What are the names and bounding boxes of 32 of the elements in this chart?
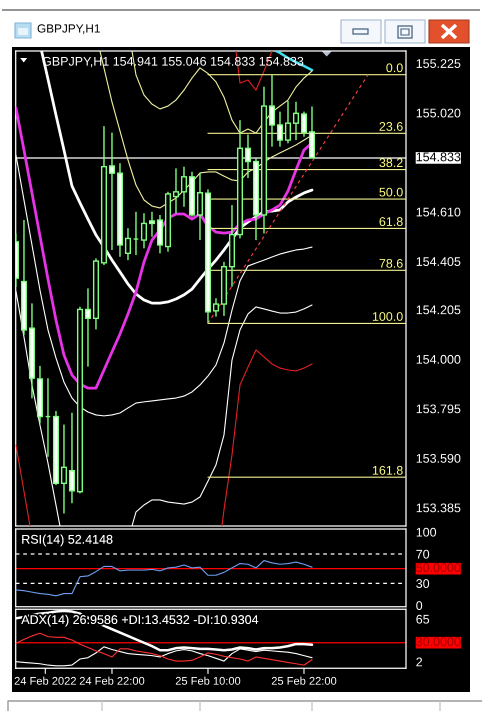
y-tick-label: 0: [416, 601, 422, 610]
ref-line-label: 30.0000: [416, 637, 460, 646]
ref-line-label: 154.833: [416, 152, 460, 162]
y-tick-label: 154.610: [416, 208, 460, 216]
annotation: 100.0: [372, 312, 403, 321]
annotation: 23.6: [380, 122, 403, 131]
y-tick-label: 65: [416, 614, 430, 624]
y-tick-label: 154.000: [416, 354, 460, 364]
y-tick-label: 30: [416, 579, 430, 588]
x-tick-label: 25 Feb 10:00: [176, 676, 240, 685]
annotation: 161.8: [372, 466, 403, 475]
annotation: 78.6: [380, 258, 403, 268]
annotation: 61.8: [380, 217, 403, 226]
y-tick-label: 154.205: [416, 305, 460, 314]
ref-line-label: 50.0000: [416, 563, 460, 572]
y-tick-label: 153.385: [416, 503, 460, 512]
annotation: 38.2: [379, 158, 403, 168]
y-tick-label: 155.020: [416, 108, 460, 118]
x-tick-label: 24 Feb 22:00: [80, 676, 144, 685]
x-tick-label: 25 Feb 22:00: [272, 676, 336, 685]
y-tick-label: 153.590: [416, 454, 460, 463]
annotation: 0.0: [386, 63, 403, 72]
x-tick-label: 24 Feb 2022: [14, 676, 76, 685]
y-tick-label: 2: [416, 658, 422, 666]
text: GBPJPY,H1: [38, 24, 100, 34]
y-tick-label: 155.225: [416, 59, 460, 68]
annotation: 50.0: [379, 188, 403, 197]
y-tick-label: 153.795: [416, 404, 460, 414]
y-tick-label: 154.405: [416, 257, 460, 266]
y-tick-label: 100: [416, 528, 436, 537]
chart-title: RSI(14) 52.4148: [22, 534, 112, 546]
y-tick-label: 70: [416, 550, 430, 559]
